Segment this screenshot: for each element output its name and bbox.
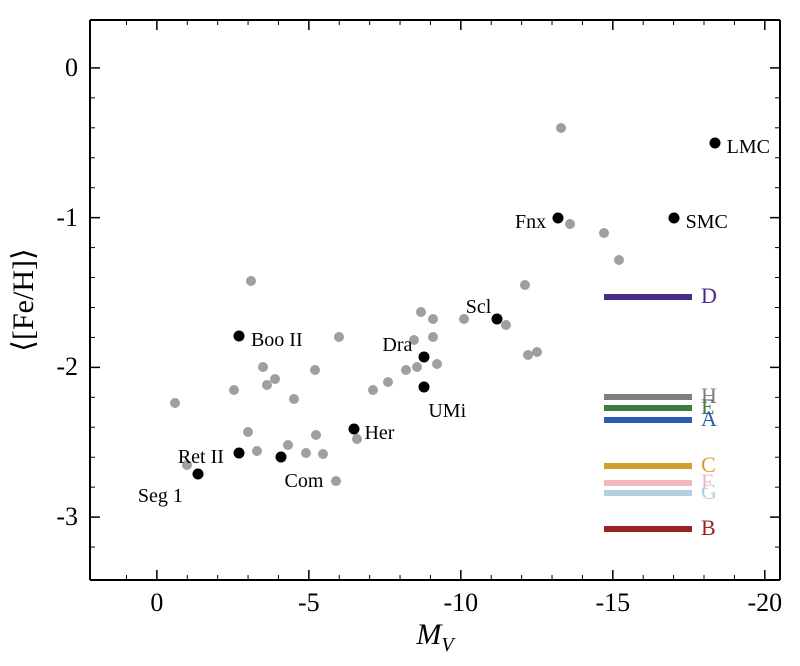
labeled-data-point [276,452,287,463]
plot-area: Seg 1 Ret II Boo II Com Her Dra UMi Scl Fnx SMC LM… [0,0,800,666]
labeled-data-point [349,423,360,434]
labeled-data-point [419,351,430,362]
data-point [270,374,280,384]
labeled-data-point [233,330,244,341]
data-point [520,280,530,290]
legend-label: A [701,408,717,430]
legend-label: B [701,517,716,539]
labeled-data-point [709,137,720,148]
data-point [432,359,442,369]
data-point-label: Scl [466,297,492,317]
legend-line [604,417,692,423]
data-point-label: Seg 1 [138,486,183,506]
legend-label: G [701,481,717,503]
data-point-label: UMi [428,401,466,421]
data-point [246,276,256,286]
labeled-data-point [233,447,244,458]
data-point [352,434,362,444]
data-point [334,332,344,342]
data-point-label: LMC [727,137,770,157]
data-point [283,440,293,450]
data-point [565,219,575,229]
labeled-data-point [419,381,430,392]
x-axis-title: MV [416,620,453,655]
legend-line [604,405,692,411]
data-point-label: Boo II [251,330,303,350]
data-point [383,377,393,387]
data-point-label: Dra [382,335,412,355]
data-point [310,365,320,375]
data-point [412,362,422,372]
data-point [401,365,411,375]
legend-line [604,394,692,400]
data-point [311,430,321,440]
data-point [289,394,299,404]
labeled-data-point [192,468,203,479]
data-point [556,123,566,133]
legend-label: D [701,285,717,307]
legend-line [604,463,692,469]
data-point [428,314,438,324]
labeled-data-point [668,212,679,223]
data-point-label: SMC [686,212,728,232]
data-point [428,332,438,342]
y-axis-title: ⟨[Fe/H]⟩ [9,248,39,351]
data-point-label: Ret II [178,447,224,467]
data-point [368,385,378,395]
labeled-data-point [553,212,564,223]
legend-line [604,526,692,532]
data-point [170,398,180,408]
data-point [532,347,542,357]
legend-line [604,480,692,486]
data-point [614,255,624,265]
data-point [258,362,268,372]
data-point-label: Fnx [515,212,546,232]
data-point [416,307,426,317]
data-point [252,446,262,456]
data-point [243,427,253,437]
data-point [301,448,311,458]
legend-line [604,490,692,496]
labeled-data-point [492,314,503,325]
metallicity-luminosity-chart: 0-5-10-15-200-1-2-3Seg 1Ret IIBoo IIComH… [0,0,800,666]
data-point [501,320,511,330]
data-point [318,449,328,459]
data-point-label: Her [364,423,394,443]
data-point-label: Com [284,471,323,491]
data-point [229,385,239,395]
data-point [331,476,341,486]
data-point [599,228,609,238]
legend-line [604,294,692,300]
